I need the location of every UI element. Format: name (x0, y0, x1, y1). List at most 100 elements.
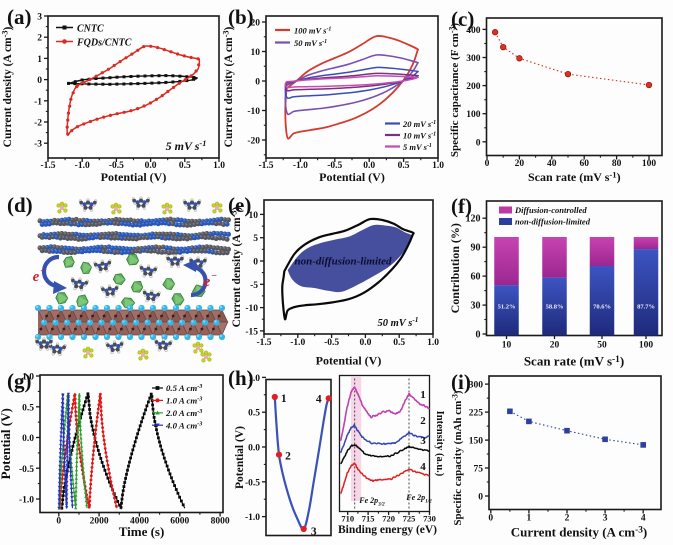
svg-text:Intensity (a.u.): Intensity (a.u.) (434, 411, 445, 477)
svg-text:1.0: 1.0 (213, 161, 225, 171)
svg-text:-0.5: -0.5 (19, 465, 34, 475)
svg-text:0: 0 (476, 138, 481, 148)
svg-text:0: 0 (488, 514, 493, 524)
svg-text:20 mV s-1: 20 mV s-1 (402, 119, 436, 129)
svg-text:1.0: 1.0 (22, 373, 34, 383)
svg-text:150: 150 (469, 437, 484, 447)
svg-text:0.0: 0.0 (145, 161, 157, 171)
svg-text:10: 10 (251, 48, 261, 58)
svg-text:Specific capacitance (F cm-3): Specific capacitance (F cm-3) (448, 23, 462, 158)
svg-text:75: 75 (474, 465, 484, 475)
svg-text:225: 225 (469, 409, 484, 419)
svg-text:(a): (a) (7, 5, 32, 29)
svg-text:725: 725 (403, 514, 416, 524)
svg-text:58.8%: 58.8% (546, 304, 564, 311)
svg-text:1.0: 1.0 (427, 338, 439, 348)
svg-text:Scan rate (mV s-1): Scan rate (mV s-1) (528, 170, 621, 185)
svg-text:-0.5: -0.5 (327, 161, 342, 171)
svg-text:-10: -10 (245, 304, 258, 314)
svg-text:710: 710 (341, 514, 354, 524)
svg-text:Fe 2p1/2: Fe 2p1/2 (405, 493, 432, 505)
svg-text:50 mV s-1: 50 mV s-1 (294, 38, 327, 48)
svg-text:CNTC: CNTC (77, 24, 104, 35)
svg-text:-1: -1 (34, 97, 42, 107)
svg-text:100: 100 (639, 341, 654, 351)
svg-text:6000: 6000 (170, 517, 189, 527)
svg-text:Current density (A cm-3): Current density (A cm-3) (222, 26, 236, 147)
svg-text:5: 5 (253, 234, 258, 244)
svg-text:Current density (A cm-3): Current density (A cm-3) (230, 206, 244, 327)
svg-text:-5: -5 (250, 281, 258, 291)
svg-text:-0.5: -0.5 (109, 161, 124, 171)
svg-text:0.0: 0.0 (248, 444, 260, 454)
svg-text:FQDs/CNTC: FQDs/CNTC (76, 38, 132, 49)
svg-text:-1.0: -1.0 (290, 338, 305, 348)
svg-text:non-diffusion-limited: non-diffusion-limited (515, 217, 591, 227)
svg-text:8000: 8000 (211, 517, 230, 527)
svg-text:60: 60 (471, 272, 481, 283)
svg-text:Potential (V): Potential (V) (101, 170, 167, 184)
svg-text:10 mV s-1: 10 mV s-1 (403, 131, 436, 141)
svg-text:1: 1 (281, 393, 287, 405)
svg-text:(c): (c) (451, 7, 474, 31)
svg-text:0: 0 (478, 493, 483, 503)
svg-text:Scan rate (mV s-1): Scan rate (mV s-1) (524, 354, 624, 369)
svg-text:60: 60 (579, 159, 589, 169)
svg-text:0.5: 0.5 (393, 338, 405, 348)
svg-text:4: 4 (420, 461, 426, 473)
svg-text:(e): (e) (228, 193, 251, 217)
svg-text:Diffusion-controlled: Diffusion-controlled (514, 205, 587, 215)
svg-text:Current density (A cm-3): Current density (A cm-3) (511, 525, 647, 540)
svg-text:-0.5: -0.5 (245, 478, 260, 488)
svg-text:(h): (h) (228, 366, 254, 390)
svg-text:4: 4 (641, 514, 646, 524)
svg-text:51.2%: 51.2% (498, 304, 516, 311)
svg-text:3: 3 (603, 514, 608, 524)
svg-text:0.0: 0.0 (359, 338, 371, 348)
svg-text:730: 730 (423, 514, 436, 524)
svg-text:20: 20 (251, 19, 261, 29)
svg-text:200: 200 (466, 82, 481, 92)
svg-text:0.0: 0.0 (363, 161, 375, 171)
svg-text:1.0: 1.0 (432, 161, 444, 171)
svg-text:1.0: 1.0 (248, 374, 260, 384)
svg-text:40: 40 (547, 159, 557, 169)
svg-text:Potential (V): Potential (V) (234, 426, 246, 489)
svg-text:0: 0 (485, 159, 490, 169)
svg-text:Contribution (%): Contribution (%) (448, 223, 462, 313)
svg-text:4: 4 (316, 393, 322, 405)
svg-text:−: − (211, 271, 217, 282)
svg-text:120: 120 (466, 214, 481, 225)
svg-text:Time (s): Time (s) (119, 524, 165, 539)
svg-text:1.0 A cm-3: 1.0 A cm-3 (166, 396, 202, 406)
svg-text:-1.0: -1.0 (293, 161, 308, 171)
svg-text:4000: 4000 (130, 517, 149, 527)
svg-text:300: 300 (466, 54, 481, 64)
svg-text:0.5: 0.5 (179, 161, 191, 171)
svg-text:-15: -15 (245, 327, 258, 337)
svg-text:Potential (V): Potential (V) (0, 408, 13, 479)
svg-text:400: 400 (466, 26, 481, 36)
svg-text:(d): (d) (7, 193, 33, 217)
svg-text:0: 0 (56, 517, 61, 527)
svg-text:20: 20 (515, 159, 525, 169)
svg-text:1: 1 (527, 514, 532, 524)
svg-text:-1.0: -1.0 (75, 161, 90, 171)
svg-text:300: 300 (469, 381, 484, 391)
svg-text:-1.5: -1.5 (256, 338, 271, 348)
svg-text:90: 90 (471, 243, 481, 254)
svg-text:-3: -3 (34, 140, 42, 150)
svg-text:(f): (f) (451, 194, 472, 218)
svg-text:Current density (A cm-3): Current density (A cm-3) (1, 26, 15, 147)
svg-text:20: 20 (550, 341, 560, 351)
svg-text:1: 1 (420, 389, 426, 401)
svg-text:80: 80 (612, 159, 622, 169)
svg-text:(b): (b) (228, 5, 254, 29)
svg-text:3: 3 (420, 435, 426, 447)
svg-text:5 mV s-1: 5 mV s-1 (166, 139, 207, 153)
svg-text:e: e (33, 269, 40, 285)
svg-text:-1.0: -1.0 (245, 513, 260, 523)
svg-text:100: 100 (642, 159, 657, 169)
svg-text:100 mV s-1: 100 mV s-1 (294, 26, 331, 36)
svg-text:10: 10 (502, 341, 512, 351)
